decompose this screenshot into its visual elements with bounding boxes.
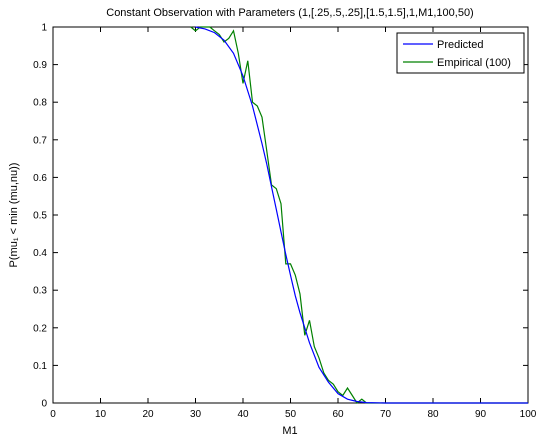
legend-label-empirical: Empirical (100)	[437, 57, 511, 69]
x-tick-label: 50	[285, 409, 297, 420]
y-tick-label: 0	[41, 399, 47, 410]
y-axis-label: P(mu₁ < min (mu,nu))	[8, 163, 20, 268]
x-tick-label: 70	[380, 409, 392, 420]
x-axis-label: M1	[282, 425, 297, 437]
x-tick-label: 0	[50, 409, 56, 420]
x-tick-label: 80	[427, 409, 439, 420]
y-tick-label: 0.9	[33, 60, 47, 71]
x-tick-label: 40	[237, 409, 249, 420]
chart-title: Constant Observation with Parameters (1,…	[106, 7, 473, 19]
series-lines	[190, 26, 528, 404]
x-tick-label: 20	[142, 409, 154, 420]
y-tick-label: 1	[41, 23, 47, 34]
x-tick-label: 90	[475, 409, 487, 420]
y-tick-label: 0.2	[33, 323, 47, 334]
axis-ticks: 0 10 20 30 40 50 60 70 80 90 100 0 0.1 0.2 0.3 0.4 0.5 0.…	[33, 23, 537, 421]
plot-area	[52, 26, 529, 404]
series-line-predicted	[195, 26, 528, 404]
legend-box	[396, 32, 525, 74]
y-tick-label: 0.4	[33, 248, 47, 259]
legend: Predicted Empirical (100)	[396, 32, 525, 74]
x-tick-label: 100	[520, 409, 537, 420]
legend-label-predicted: Predicted	[437, 39, 483, 51]
y-tick-label: 0.7	[33, 135, 47, 146]
x-tick-label: 10	[95, 409, 107, 420]
x-tick-label: 60	[332, 409, 344, 420]
y-tick-label: 0.1	[33, 361, 47, 372]
y-tick-label: 0.6	[33, 173, 47, 184]
y-tick-label: 0.8	[33, 98, 47, 109]
y-tick-label: 0.5	[33, 211, 47, 222]
x-tick-label: 30	[190, 409, 202, 420]
y-tick-label: 0.3	[33, 286, 47, 297]
